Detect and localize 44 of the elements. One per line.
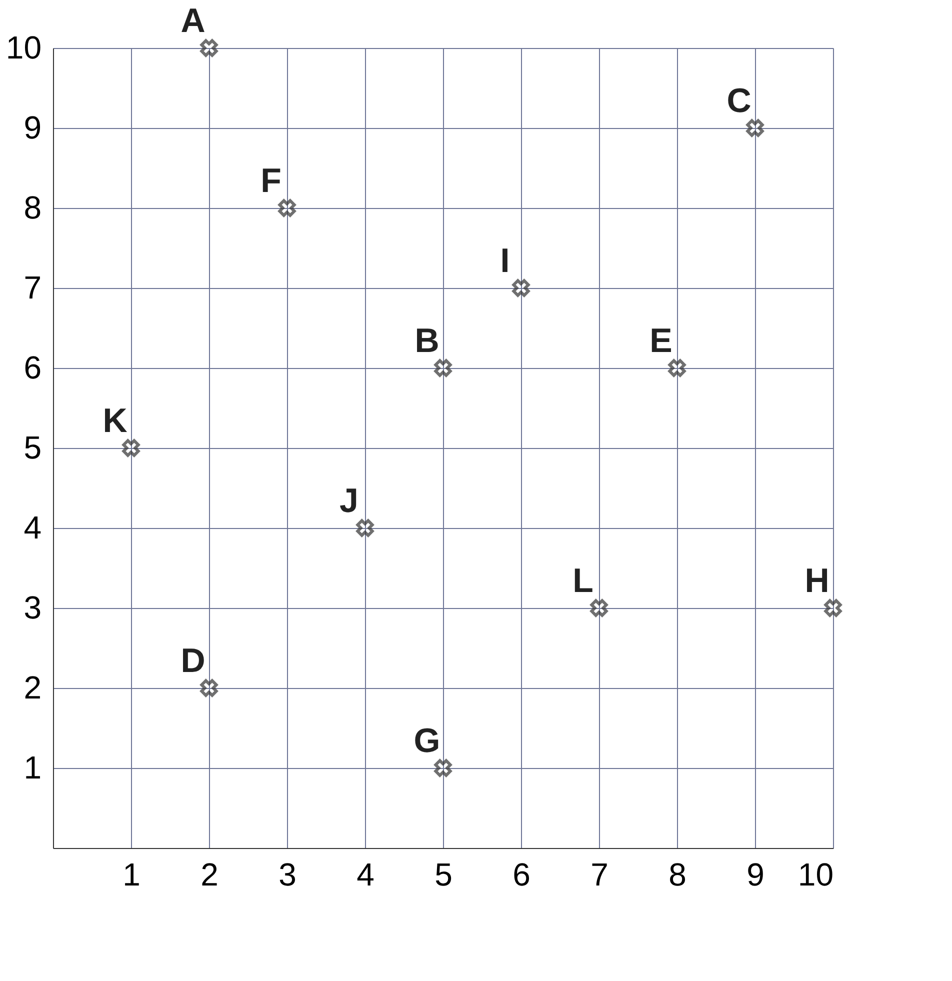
point [512,279,530,297]
annotation: G [414,722,440,760]
annotation: E [650,322,672,360]
point [122,439,140,457]
x-tick-label: 5 [434,856,452,892]
annotation: B [414,322,440,360]
x-tick-label: 1 [122,856,140,892]
y-tick-label: 7 [24,270,42,306]
y-tick-label: 8 [24,190,42,226]
point [434,359,452,377]
x-tick-label: 4 [356,856,374,892]
annotation: K [102,402,128,440]
point [824,599,842,617]
point [434,759,452,777]
y-tick-label: 5 [24,430,42,466]
annotation: J [340,482,358,520]
x-tick-label: 6 [512,856,530,892]
point [668,359,686,377]
y-tick-label: 4 [24,510,42,546]
annotation: L [572,562,594,600]
x-tick-label: 9 [746,856,764,892]
annotation: H [804,562,830,600]
point [278,199,296,217]
y-tick-label: 1 [24,750,42,786]
point [200,679,218,697]
point [356,519,374,537]
point [746,119,764,137]
y-tick-label: 10 [6,30,42,66]
annotation: D [180,642,206,680]
y-tick-label: 6 [24,350,42,386]
y-tick-label: 3 [24,590,42,626]
annotation: A [180,2,206,40]
x-tick-label: 7 [590,856,608,892]
x-tick-label: 2 [200,856,218,892]
point [590,599,608,617]
annotation: I [500,242,510,280]
annotation: C [726,82,752,120]
x-tick-label: 3 [278,856,296,892]
point [200,39,218,57]
x-tick-label: 10 [798,856,834,892]
x-tick-label: 8 [668,856,686,892]
y-tick-label: 2 [24,670,42,706]
y-tick-label: 9 [24,110,42,146]
annotation: F [260,162,282,200]
